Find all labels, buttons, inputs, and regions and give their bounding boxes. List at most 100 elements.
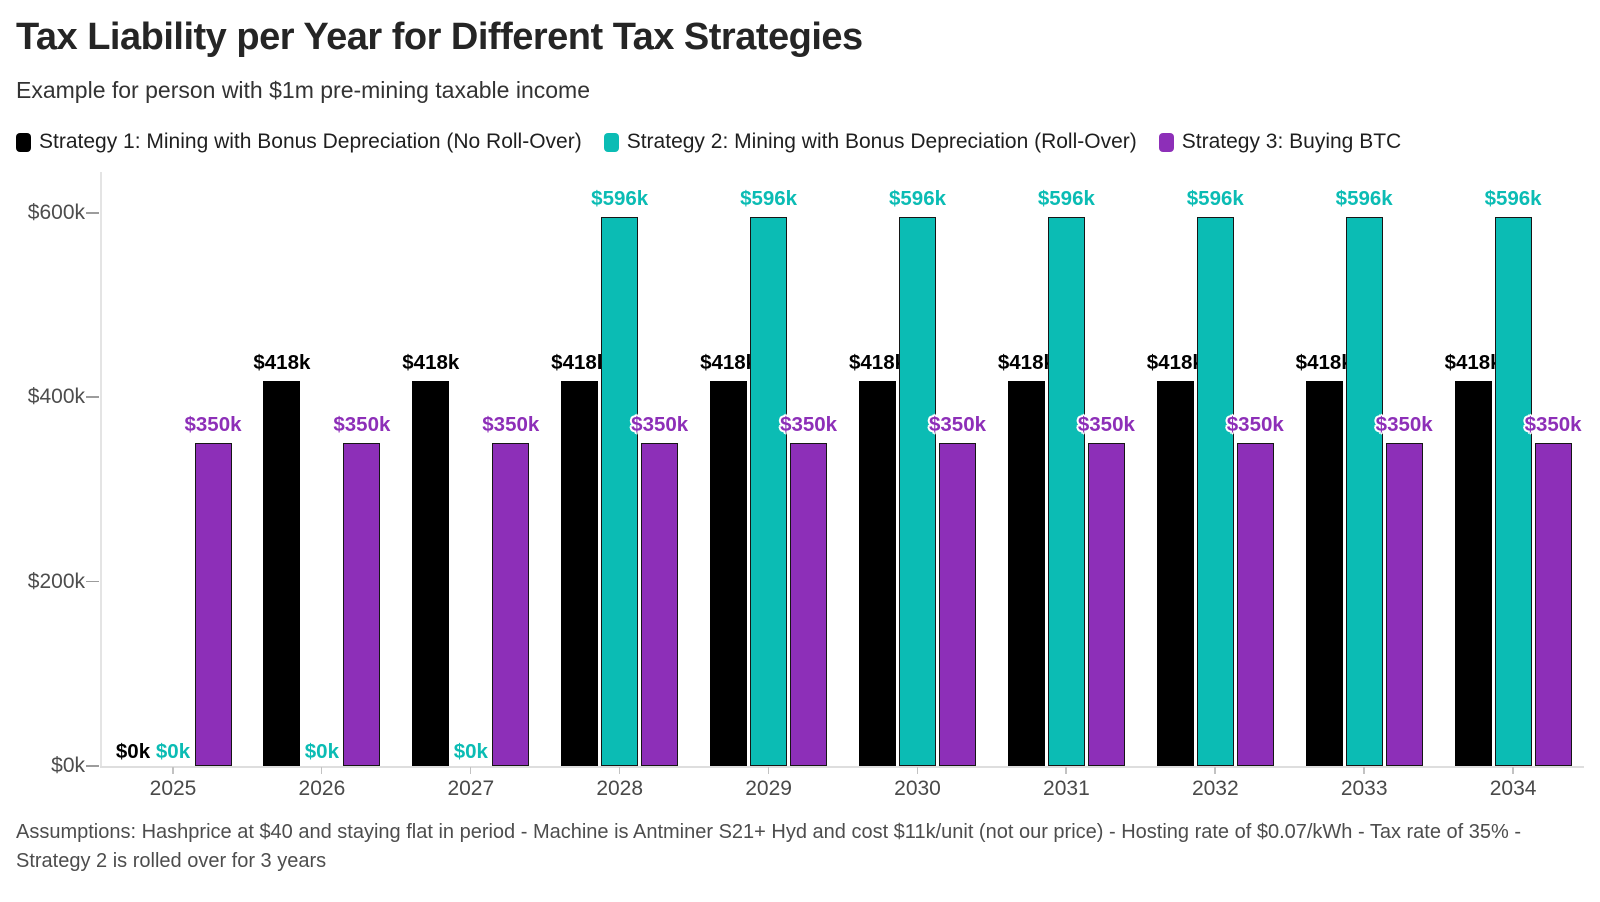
value-label-strategy3-2033: $350k — [1375, 413, 1433, 437]
x-axis-tick — [618, 767, 621, 774]
value-label-strategy2-2029: $596k — [740, 186, 798, 210]
value-label-strategy3-2026: $350k — [333, 413, 391, 437]
value-label-strategy2-2027: $0k — [453, 740, 488, 763]
x-axis-tick — [1512, 767, 1514, 774]
bar-strategy1-2029 — [710, 380, 748, 766]
x-axis-tick — [1065, 767, 1067, 774]
bar-strategy3-2025 — [194, 443, 232, 766]
value-label-strategy2-2025: $0k — [155, 740, 191, 763]
value-label-strategy3-2025: $350k — [184, 413, 242, 437]
y-axis-tick — [86, 212, 99, 214]
x-tick-label-2034: 2034 — [1489, 777, 1537, 800]
x-axis-tick — [767, 767, 770, 774]
bar-strategy2-2031 — [1047, 216, 1085, 766]
legend-item-label: Strategy 2: Mining with Bonus Depreciati… — [626, 130, 1137, 153]
value-label-strategy2-2026: $0k — [304, 740, 339, 763]
x-tick-label-2033: 2033 — [1340, 777, 1388, 800]
value-label-strategy2-2031: $596k — [1037, 186, 1095, 210]
legend-swatch-icon — [603, 132, 619, 152]
value-label-strategy1-2030: $418k — [848, 350, 906, 374]
value-label-strategy1-2028: $418k — [551, 350, 609, 374]
bar-strategy2-2029 — [750, 216, 788, 766]
y-tick-label: $600k — [27, 201, 85, 224]
y-tick-label: $200k — [27, 569, 85, 593]
value-label-strategy1-2031: $418k — [997, 350, 1055, 374]
legend-item-label: Strategy 3: Buying BTC — [1181, 130, 1402, 153]
x-tick-label-2026: 2026 — [298, 777, 346, 800]
value-label-strategy2-2034: $596k — [1484, 186, 1542, 210]
bar-strategy3-2028 — [641, 443, 679, 766]
x-tick-label-2028: 2028 — [596, 777, 644, 800]
x-axis-tick — [469, 767, 472, 774]
legend-item-label: Strategy 1: Mining with Bonus Depreciati… — [39, 130, 582, 153]
value-label-strategy1-2032: $418k — [1146, 350, 1204, 374]
y-axis-tick — [86, 765, 99, 767]
bar-strategy2-2028 — [601, 216, 639, 766]
value-label-strategy3-2031: $350k — [1077, 413, 1135, 437]
y-axis-tick — [86, 396, 99, 398]
bar-strategy3-2034 — [1534, 443, 1572, 766]
bar-strategy1-2031 — [1007, 380, 1045, 766]
value-label-strategy3-2030: $350k — [928, 413, 986, 437]
bar-strategy3-2032 — [1236, 443, 1274, 766]
chart-subtitle: Example for person with $1m pre-mining t… — [16, 77, 590, 103]
value-label-strategy3-2032: $350k — [1226, 413, 1284, 437]
bar-strategy1-2027 — [412, 380, 450, 766]
bar-strategy3-2030 — [939, 443, 976, 766]
x-tick-label-2029: 2029 — [745, 777, 792, 800]
value-label-strategy3-2027: $350k — [482, 413, 540, 437]
value-label-strategy1-2033: $418k — [1295, 350, 1353, 374]
bar-strategy1-2026 — [263, 380, 301, 766]
bar-strategy2-2033 — [1345, 216, 1383, 766]
assumptions-note: Assumptions: Hashprice at $40 and stayin… — [16, 821, 1522, 872]
x-axis-line — [100, 766, 1584, 768]
value-label-strategy2-2033: $596k — [1335, 186, 1393, 210]
x-tick-label-2027: 2027 — [447, 777, 495, 800]
bar-strategy2-2030 — [899, 216, 936, 766]
y-tick-label: $400k — [27, 385, 85, 409]
value-label-strategy2-2028: $596k — [591, 186, 649, 210]
x-axis-tick — [172, 767, 174, 774]
bar-strategy2-2032 — [1196, 216, 1234, 766]
bar-strategy1-2028 — [561, 380, 599, 766]
legend-swatch-icon — [16, 132, 31, 152]
bar-strategy2-2034 — [1494, 216, 1532, 766]
bar-strategy3-2031 — [1087, 443, 1125, 766]
x-tick-label-2025: 2025 — [149, 777, 197, 800]
y-tick-label: $0k — [51, 754, 85, 777]
value-label-strategy1-2029: $418k — [700, 350, 758, 374]
value-label-strategy3-2028: $350k — [631, 413, 689, 437]
legend-item-strategy3: Strategy 3: Buying BTC — [1158, 130, 1402, 154]
value-label-strategy3-2034: $350k — [1524, 413, 1582, 437]
bar-strategy3-2029 — [790, 443, 828, 766]
y-axis-tick — [86, 580, 99, 583]
bar-strategy3-2026 — [343, 443, 381, 766]
value-label-strategy1-2027: $418k — [402, 350, 460, 374]
legend-item-strategy1: Strategy 1: Mining with Bonus Depreciati… — [16, 130, 582, 154]
chart-page: Tax Liability per Year for Different Tax… — [16, 16, 1584, 872]
value-label-strategy1-2034: $418k — [1444, 350, 1502, 374]
legend-swatch-icon — [1158, 132, 1174, 152]
bar-strategy1-2032 — [1156, 380, 1194, 766]
x-tick-label-2030: 2030 — [894, 777, 941, 800]
value-label-strategy2-2030: $596k — [888, 186, 946, 210]
x-axis-tick — [320, 767, 323, 774]
x-axis-tick — [916, 767, 918, 774]
legend: Strategy 1: Mining with Bonus Depreciati… — [16, 130, 1584, 154]
bar-strategy1-2033 — [1305, 380, 1343, 766]
value-label-strategy3-2029: $350k — [780, 413, 838, 437]
y-axis-line — [100, 172, 102, 766]
value-label-strategy1-2025: $0k — [115, 740, 151, 763]
bar-strategy3-2033 — [1385, 443, 1423, 766]
value-label-strategy1-2026: $418k — [253, 350, 311, 374]
bar-strategy1-2030 — [859, 380, 896, 766]
chart-title: Tax Liability per Year for Different Tax… — [16, 16, 863, 58]
legend-item-strategy2: Strategy 2: Mining with Bonus Depreciati… — [603, 130, 1137, 154]
value-label-strategy2-2032: $596k — [1186, 186, 1244, 210]
x-tick-label-2032: 2032 — [1191, 777, 1239, 800]
bar-chart: $0k $200k $400k $600k 2025 $0k $0k $350k 2026 $41… — [16, 164, 1584, 814]
x-tick-label-2031: 2031 — [1043, 777, 1090, 800]
x-axis-tick — [1214, 767, 1216, 774]
x-axis-tick — [1363, 767, 1365, 774]
bar-strategy1-2034 — [1454, 380, 1492, 766]
